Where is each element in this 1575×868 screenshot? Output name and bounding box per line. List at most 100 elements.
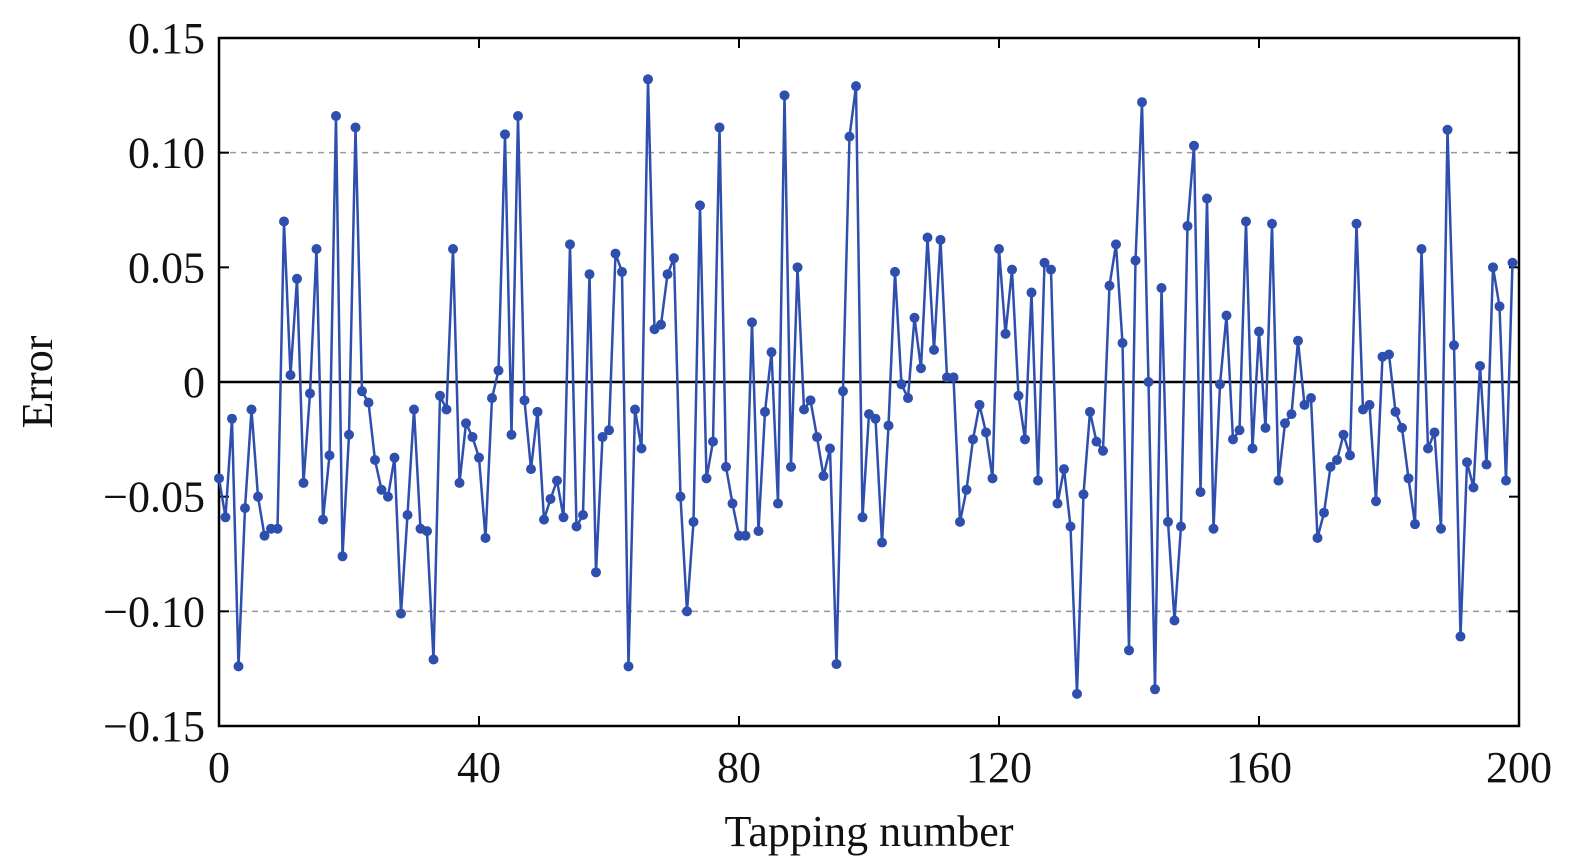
data-point (935, 234, 946, 245)
data-point (1384, 349, 1394, 360)
data-point (318, 514, 328, 525)
data-point (1163, 516, 1173, 527)
data-point (1078, 489, 1089, 500)
data-point (578, 510, 588, 521)
data-point (961, 484, 972, 495)
data-line (217, 79, 1514, 694)
data-point (441, 404, 452, 415)
data-point (344, 429, 354, 440)
data-point (1085, 406, 1095, 417)
data-point (305, 388, 315, 399)
data-point (968, 434, 978, 445)
data-point (1299, 399, 1310, 410)
data-point (1325, 461, 1336, 472)
data-point (922, 232, 933, 243)
data-point (1462, 457, 1472, 468)
data-point (656, 319, 666, 330)
y-axis-label: Error (13, 335, 62, 428)
data-point (1501, 475, 1511, 486)
data-point (1020, 434, 1030, 445)
data-point (571, 521, 582, 532)
data-point (909, 312, 920, 323)
data-point (1150, 684, 1160, 695)
data-point (1423, 443, 1433, 454)
data-point (428, 654, 439, 665)
data-point (1091, 436, 1102, 447)
data-point (708, 436, 718, 447)
data-point (396, 608, 406, 619)
data-point (669, 253, 679, 264)
data-point (857, 512, 868, 523)
data-point (311, 243, 322, 254)
data-point (1351, 218, 1362, 229)
x-tick-label: 0 (208, 743, 230, 792)
data-point (630, 404, 640, 415)
data-point (1416, 243, 1427, 254)
data-point (1312, 532, 1323, 543)
data-point (636, 443, 647, 454)
data-point (675, 491, 686, 502)
data-point (1026, 287, 1037, 298)
data-point (1364, 399, 1375, 410)
data-point (1098, 445, 1108, 456)
data-point (259, 530, 270, 541)
data-point (1215, 379, 1225, 390)
data-point (701, 473, 712, 484)
data-point (760, 406, 770, 417)
x-axis-label: Tapping number (725, 807, 1014, 856)
data-point (493, 365, 504, 376)
data-point (773, 498, 783, 509)
data-point (597, 432, 608, 443)
data-point (1208, 523, 1219, 534)
data-point (558, 512, 569, 523)
data-point (1319, 507, 1329, 518)
y-tick-label: −0.05 (103, 473, 205, 522)
data-point (350, 122, 361, 133)
data-point (1397, 422, 1407, 433)
data-point (1052, 498, 1063, 509)
data-point (383, 491, 393, 502)
data-point (994, 243, 1004, 254)
data-point (610, 248, 621, 259)
x-tick-label: 160 (1226, 743, 1292, 792)
data-point (513, 110, 523, 121)
data-point (1111, 239, 1121, 250)
data-point (753, 526, 764, 537)
data-point (740, 530, 751, 541)
data-point (402, 510, 413, 521)
data-point (682, 606, 692, 617)
data-point (1267, 218, 1277, 229)
data-point (766, 347, 777, 358)
data-point (1306, 393, 1316, 404)
x-tick-label: 40 (457, 743, 501, 792)
data-point (227, 413, 237, 424)
data-point (948, 372, 959, 383)
data-point (1130, 255, 1141, 266)
data-point (1254, 326, 1264, 337)
data-point (877, 537, 887, 548)
data-point (1507, 257, 1518, 268)
data-point (506, 429, 517, 440)
data-point (1072, 688, 1082, 699)
data-point (1338, 429, 1349, 440)
data-point (1059, 464, 1069, 475)
data-point (1286, 409, 1297, 420)
data-point (1007, 264, 1017, 275)
data-point (786, 461, 796, 472)
data-point (1481, 459, 1492, 470)
data-point (844, 131, 855, 142)
data-point (1410, 519, 1420, 530)
data-point (805, 395, 816, 406)
data-point (929, 344, 939, 355)
data-point (1202, 193, 1212, 204)
data-point (831, 659, 842, 670)
data-point (1195, 487, 1206, 498)
data-point (1228, 434, 1238, 445)
data-point (1436, 523, 1446, 534)
data-point (688, 516, 699, 527)
data-point (253, 491, 263, 502)
data-point (370, 454, 380, 465)
data-point (357, 386, 367, 397)
data-point (792, 262, 803, 273)
